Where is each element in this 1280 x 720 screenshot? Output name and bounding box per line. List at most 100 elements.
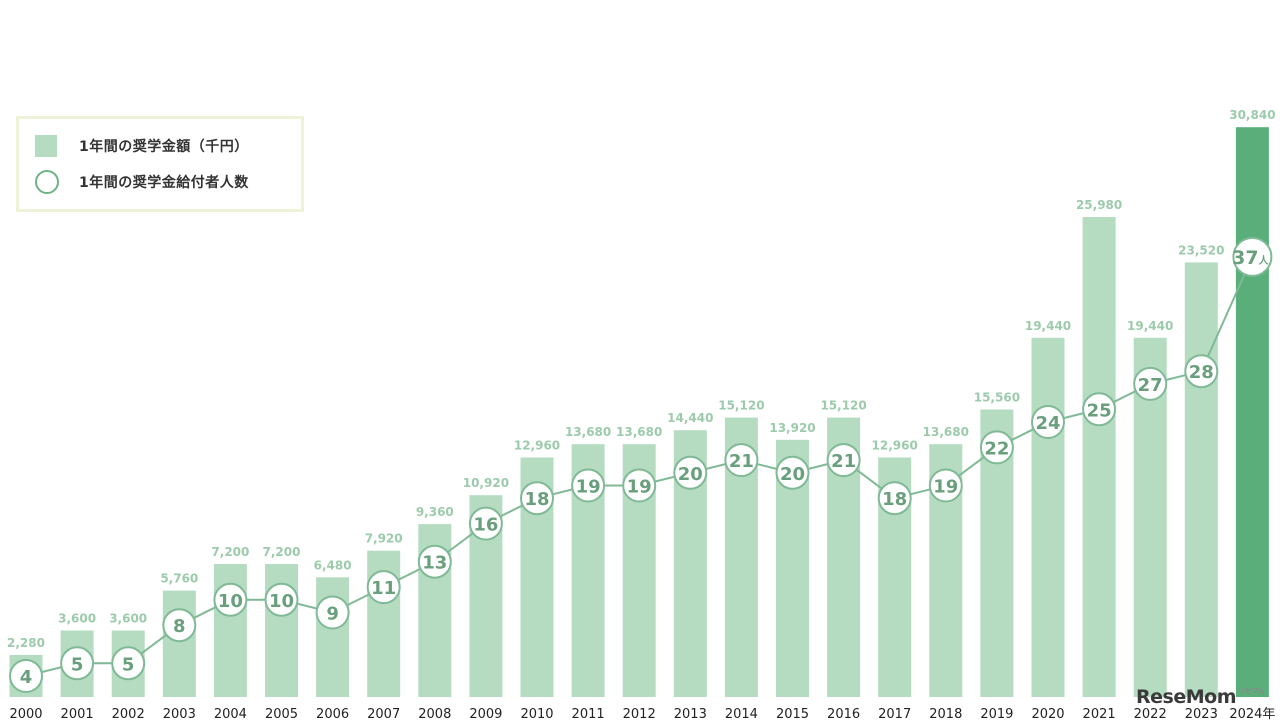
recipient-value-label-2008: 13	[422, 553, 447, 574]
x-tick-label-2008: 2008	[418, 707, 451, 720]
x-tick-label-2013: 2013	[674, 707, 707, 720]
legend-item-amount: 1年間の奨学金額（千円）	[35, 135, 249, 157]
x-labels-layer: 2000 2001 2002 2003 2004 2005 2006 2007 2008 2009…	[9, 707, 1275, 720]
recipient-value-label-2013: 20	[678, 464, 703, 485]
recipient-value-label-2016: 21	[831, 451, 856, 472]
points-layer: 4 5 5 8 10 10 9 11 13 16 18 19 19 20 21 20 21 18 19 22 24 25 2…	[9, 236, 1273, 693]
bar-labels-layer: 2,280 3,600 3,600 5,760 7,200 7,200 6,480 7,920…	[7, 108, 1276, 650]
recipient-point-2024年	[1232, 236, 1273, 277]
recipient-point-2014	[724, 443, 759, 478]
recipient-point-2009	[468, 506, 503, 541]
x-tick-label-2018: 2018	[929, 707, 962, 720]
recipient-point-2015	[775, 455, 810, 490]
x-tick-label-2004: 2004	[214, 707, 247, 720]
recipient-point-2021	[1082, 392, 1117, 427]
bar-2003	[162, 590, 196, 697]
recipient-value-label-2018: 19	[933, 477, 958, 498]
recipient-value-label-2003: 8	[173, 616, 186, 637]
recipient-point-2005	[264, 582, 299, 617]
x-tick-label-2006: 2006	[316, 707, 349, 720]
bar-value-label-2000: 2,280	[7, 636, 45, 650]
bar-value-label-2015: 13,920	[769, 421, 815, 435]
legend-recipients-label: 1年間の奨学金給付者人数	[79, 175, 249, 191]
x-tick-label-2012: 2012	[623, 707, 656, 720]
bar-value-label-2012: 13,680	[616, 425, 662, 439]
recipient-point-2000	[9, 659, 43, 693]
recipient-point-2016	[826, 443, 861, 478]
x-tick-label-2015: 2015	[776, 707, 809, 720]
bar-value-label-2019: 15,560	[974, 391, 1020, 405]
recipient-value-label-2006: 9	[326, 604, 339, 625]
bar-value-label-2007: 7,920	[365, 532, 403, 546]
x-tick-label-2011: 2011	[572, 707, 605, 720]
bar-value-label-2005: 7,200	[263, 545, 301, 559]
recipient-value-label-2014: 21	[729, 451, 754, 472]
recipient-value-label-2001: 5	[71, 654, 84, 675]
x-tick-label-2017: 2017	[878, 707, 911, 720]
x-tick-label-2010: 2010	[520, 707, 553, 720]
watermark-text: ReseMom	[1136, 686, 1236, 708]
recipient-point-2002	[111, 646, 146, 681]
x-tick-label-2009: 2009	[469, 707, 502, 720]
recipient-point-2023	[1184, 354, 1219, 389]
bar-value-label-2003: 5,760	[160, 572, 198, 586]
recipient-point-2003	[162, 608, 197, 643]
recipient-point-2022	[1133, 366, 1168, 401]
recipient-value-label-2010: 18	[524, 489, 549, 510]
legend: 1年間の奨学金額（千円） 1年間の奨学金給付者人数	[16, 116, 304, 212]
recipient-point-2010	[520, 481, 554, 516]
bar-value-label-2011: 13,680	[565, 425, 611, 439]
recipient-value-label-2004: 10	[218, 591, 243, 612]
watermark-logo: ReseMom リセマム	[1136, 686, 1264, 708]
bar-value-label-2024年: 30,840	[1229, 108, 1275, 122]
x-tick-label-2023: 2023	[1185, 707, 1218, 720]
recipient-point-2017	[877, 481, 912, 516]
bar-value-label-2010: 12,960	[514, 439, 560, 453]
recipient-point-2008	[417, 544, 452, 579]
x-tick-label-2001: 2001	[61, 707, 94, 720]
recipient-point-2018	[928, 468, 963, 503]
recipient-point-2007	[366, 570, 401, 605]
x-tick-label-2014: 2014	[725, 707, 758, 720]
bar-2023	[1184, 262, 1218, 697]
recipient-point-2006	[315, 595, 350, 630]
legend-bar-swatch	[35, 135, 57, 157]
legend-item-recipients: 1年間の奨学金給付者人数	[35, 170, 249, 194]
bar-value-label-2017: 12,960	[872, 439, 918, 453]
recipient-value-label-2015: 20	[780, 464, 805, 485]
recipient-value-label-2023: 28	[1189, 362, 1214, 383]
recipient-value-label-2017: 18	[882, 489, 907, 510]
x-tick-label-2021: 2021	[1083, 707, 1116, 720]
recipient-unit-label: 人	[1259, 254, 1270, 267]
recipient-point-2019	[979, 430, 1014, 465]
recipient-value-label-2021: 25	[1087, 400, 1112, 421]
recipient-point-2012	[622, 468, 657, 503]
recipient-value-label-2007: 11	[371, 578, 396, 599]
bars-layer	[9, 127, 1269, 697]
recipient-value-label-2000: 4	[20, 667, 33, 688]
recipient-point-2004	[213, 582, 248, 617]
bar-2024年	[1235, 127, 1269, 697]
recipient-value-label-2009: 16	[473, 515, 498, 536]
bar-value-label-2014: 15,120	[718, 399, 764, 413]
x-tick-label-2003: 2003	[163, 707, 196, 720]
recipient-point-2013	[673, 455, 708, 490]
bar-value-label-2018: 13,680	[923, 425, 969, 439]
watermark-sub: リセマム	[1238, 687, 1265, 695]
recipient-point-2011	[571, 468, 606, 503]
bar-value-label-2001: 3,600	[58, 612, 96, 626]
legend-amount-label: 1年間の奨学金額（千円）	[79, 139, 249, 155]
bar-value-label-2008: 9,360	[416, 505, 454, 519]
bar-value-label-2009: 10,920	[463, 476, 509, 490]
legend-circle-swatch	[35, 170, 59, 194]
recipient-value-label-2012: 19	[627, 477, 652, 498]
x-tick-label-2000: 2000	[9, 707, 42, 720]
recipient-point-2020	[1031, 405, 1065, 439]
bar-value-label-2023: 23,520	[1178, 243, 1224, 257]
bar-value-label-2016: 15,120	[820, 399, 866, 413]
bar-2006	[316, 577, 350, 697]
bar-value-label-2002: 3,600	[109, 612, 147, 626]
x-tick-label-2016: 2016	[827, 707, 860, 720]
recipient-value-label-2020: 24	[1035, 413, 1060, 434]
